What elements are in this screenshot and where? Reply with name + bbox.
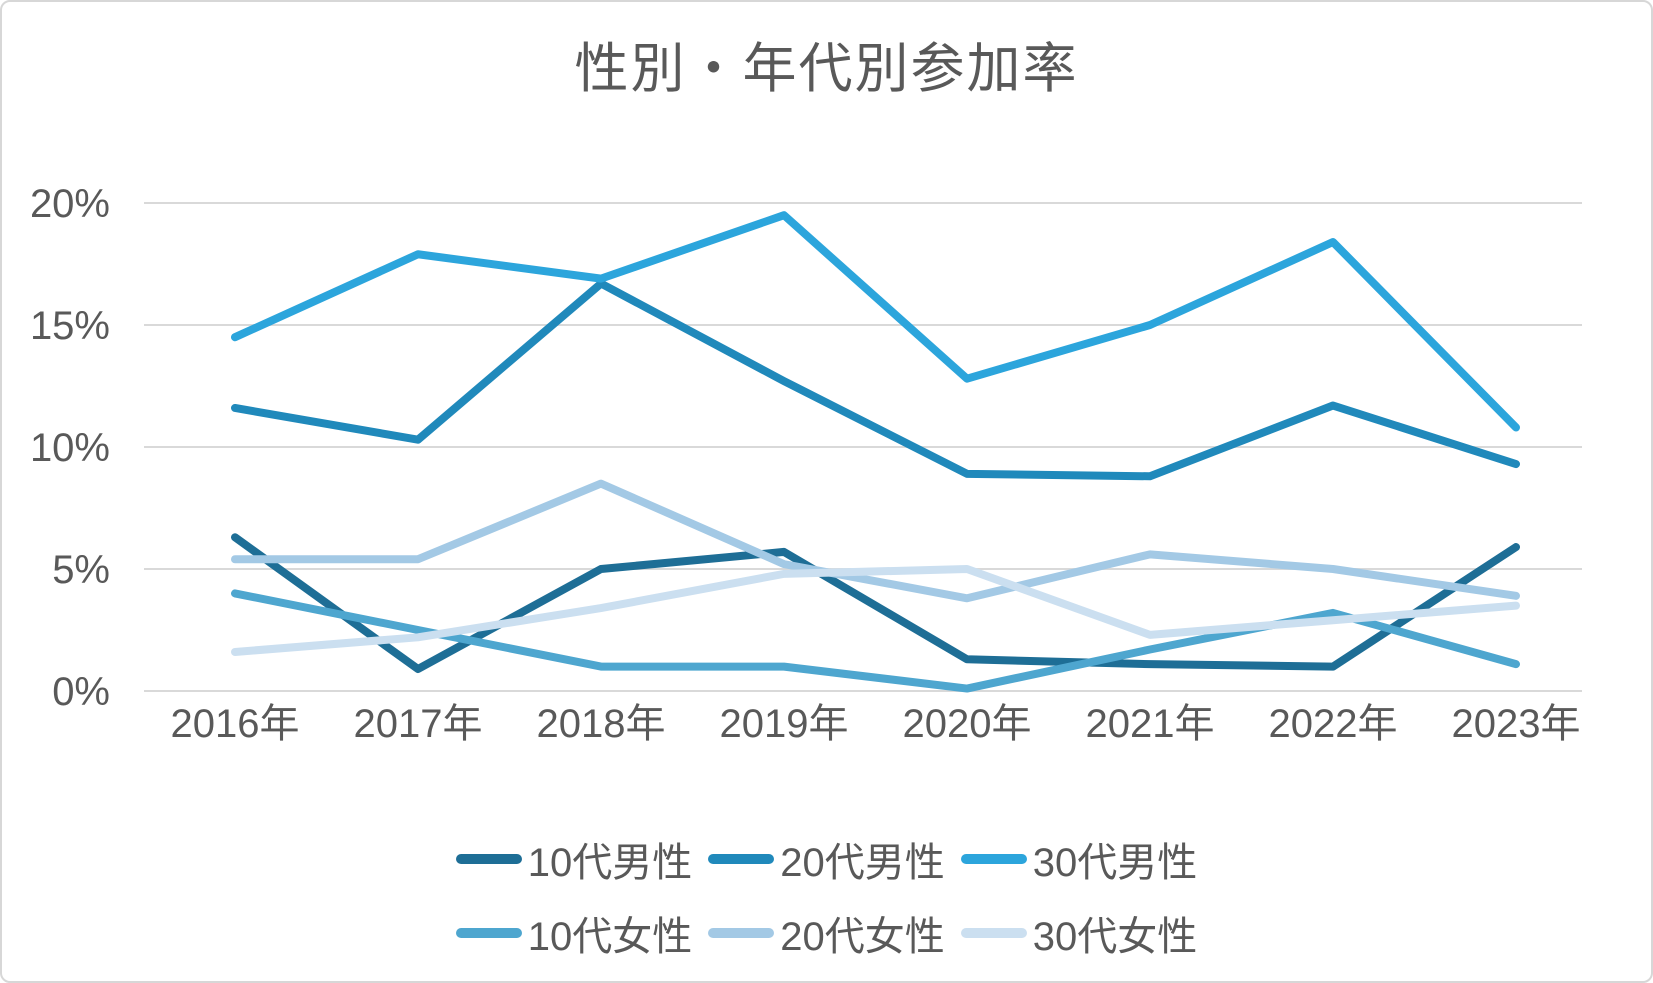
x-axis-label: 2018年	[537, 702, 666, 746]
y-axis-label: 20%	[30, 182, 110, 226]
legend-item-female-20s: 20代女性	[708, 904, 945, 962]
series-line-female-30s	[231, 565, 1520, 656]
legend-item-female-30s: 30代女性	[960, 904, 1198, 962]
legend-item-female-10s: 10代女性	[455, 904, 693, 962]
legend-swatch-male-30s	[960, 854, 1027, 864]
line-plot: 0% 5% 10% 15% 20% 2016年 2017年 2018年 2019年 2020年 20…	[30, 182, 1582, 746]
chart-title: 性別・年代別参加率	[574, 39, 1079, 99]
y-axis-label: 15%	[30, 304, 110, 348]
legend-label-female-10s: 10代女性	[527, 915, 693, 959]
legend-label-female-30s: 30代女性	[1032, 915, 1198, 959]
series-line-male-20s	[231, 279, 1520, 481]
legend-swatch-female-10s	[455, 928, 522, 938]
legend-item-male-30s: 30代男性	[960, 830, 1198, 888]
legend-label-female-20s: 20代女性	[780, 915, 945, 959]
series-line-female-20s	[231, 479, 1520, 603]
x-axis-label: 2017年	[354, 702, 483, 746]
x-axis-label: 2019年	[720, 702, 849, 746]
series-line-male-30s	[231, 211, 1520, 432]
legend-swatch-female-20s	[708, 928, 775, 938]
legend-label-male-20s: 20代男性	[780, 841, 945, 885]
x-axis-label: 2016年	[171, 702, 300, 746]
legend-swatch-male-10s	[455, 854, 522, 864]
legend-swatch-male-20s	[708, 854, 775, 864]
x-axis-label: 2023年	[1452, 702, 1581, 746]
x-axis-label: 2020年	[903, 702, 1032, 746]
y-axis-label: 10%	[30, 426, 110, 470]
legend-label-male-10s: 10代男性	[527, 841, 693, 885]
legend-item-male-20s: 20代男性	[708, 830, 945, 888]
legend-swatch-female-30s	[960, 928, 1027, 938]
legend-row-2: 10代女性 20代女性 30代女性	[2, 904, 1651, 962]
legend-item-male-10s: 10代男性	[455, 830, 693, 888]
y-axis-label: 5%	[52, 548, 110, 592]
x-axis-label: 2021年	[1086, 702, 1215, 746]
y-axis-label: 0%	[52, 670, 110, 714]
legend-row-1: 10代男性 20代男性 30代男性	[2, 830, 1651, 888]
legend-label-male-30s: 30代男性	[1032, 841, 1198, 885]
x-axis-label: 2022年	[1269, 702, 1398, 746]
series-line-male-10s	[231, 533, 1520, 674]
